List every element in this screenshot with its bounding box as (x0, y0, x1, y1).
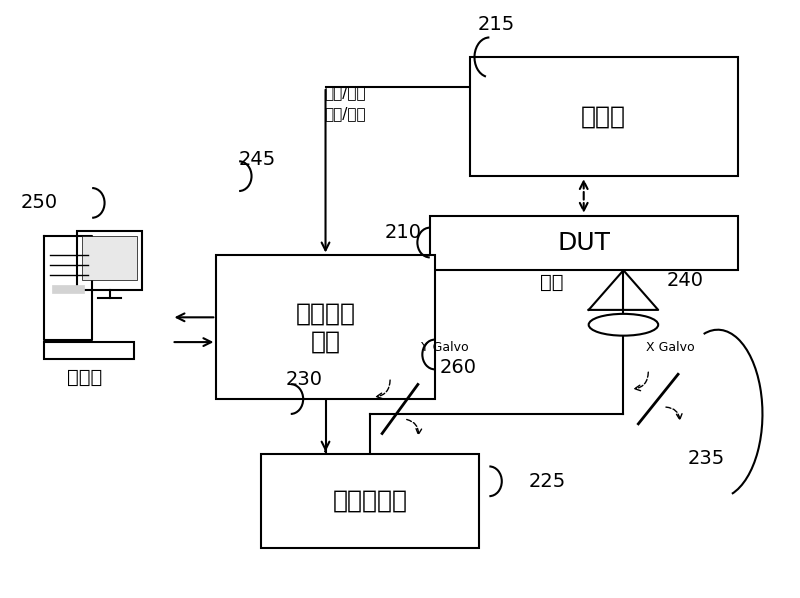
Text: 测试器: 测试器 (581, 105, 626, 129)
Bar (430, 216, 738, 270)
Text: 计时电子
设备: 计时电子 设备 (295, 301, 355, 353)
Text: 240: 240 (666, 271, 703, 289)
Text: 250: 250 (21, 193, 58, 212)
Text: 215: 215 (478, 15, 514, 34)
Text: 225: 225 (529, 472, 566, 491)
Bar (261, 453, 479, 548)
Polygon shape (45, 236, 92, 340)
Text: 通过/失败: 通过/失败 (325, 85, 366, 100)
Text: 通过/失败: 通过/失败 (325, 106, 366, 121)
Text: X Galvo: X Galvo (646, 341, 694, 354)
Bar (216, 255, 434, 399)
Bar (82, 236, 137, 280)
Bar (53, 285, 84, 293)
Bar (45, 341, 134, 359)
Text: DUT: DUT (558, 231, 610, 255)
Bar (78, 231, 142, 290)
Text: 物镜: 物镜 (540, 273, 564, 292)
Bar (470, 57, 738, 176)
Text: Y Galvo: Y Galvo (421, 341, 469, 354)
Text: 245: 245 (239, 150, 276, 169)
Text: 脉冲激光源: 脉冲激光源 (333, 489, 408, 512)
Text: 235: 235 (688, 449, 726, 468)
Text: 230: 230 (286, 370, 322, 389)
Text: 计算机: 计算机 (66, 368, 102, 387)
Text: 210: 210 (385, 223, 422, 242)
Text: 260: 260 (440, 358, 477, 377)
Ellipse shape (589, 314, 658, 335)
